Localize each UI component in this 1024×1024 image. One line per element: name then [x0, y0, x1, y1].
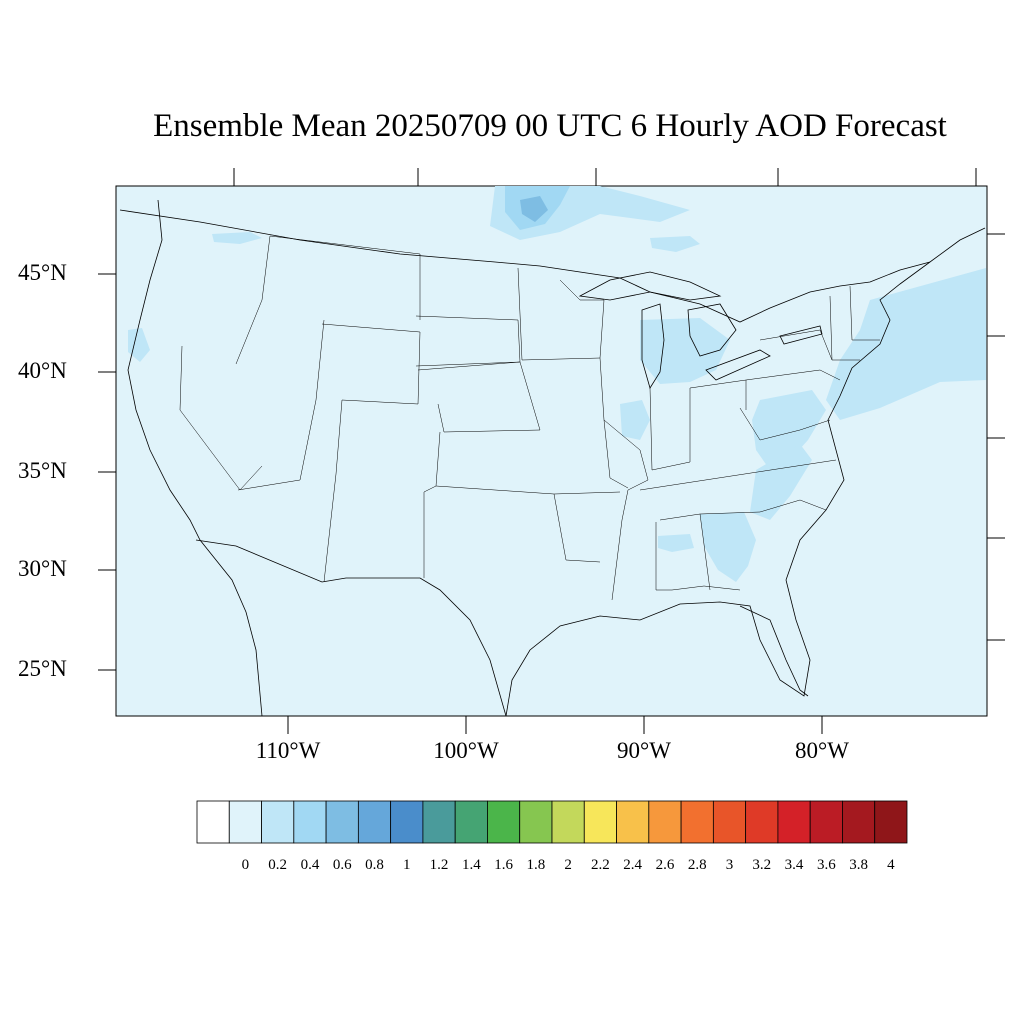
colorbar-tick-label: 3.4 — [784, 857, 804, 873]
aod-plume-north-dakota-max — [520, 196, 548, 222]
colorbar-tick-label: 0 — [241, 857, 250, 873]
top-ticks — [233, 168, 977, 186]
colorbar-tick-label: 0.6 — [332, 857, 352, 873]
aod-shading — [128, 186, 986, 582]
colorbar-tick-label: 0.4 — [300, 857, 320, 873]
aod-patch-northern-california — [128, 328, 150, 362]
aod-patch-georgia — [700, 512, 756, 582]
colorbar-swatch — [228, 800, 262, 844]
colorbar-swatch — [745, 800, 779, 844]
bottom-ticks — [287, 716, 823, 734]
colorbar-swatch — [712, 800, 747, 844]
lake-ontario — [779, 325, 823, 345]
lake-erie — [705, 349, 771, 381]
lat-label-25: 25°N — [18, 656, 67, 681]
colorbar-tick-label: 0.2 — [268, 857, 288, 873]
aod-patch-carolinas — [750, 444, 812, 520]
lon-label-110: 110°W — [255, 738, 321, 763]
colorbar-tick-label: 1.4 — [461, 857, 481, 873]
map-frame — [115, 185, 988, 717]
west-coast — [127, 199, 263, 717]
colorbar-swatch — [261, 800, 295, 844]
aod-patch-great-lakes — [640, 318, 730, 384]
colorbar-tick-label: 2 — [564, 857, 572, 873]
aod-patch-minnesota — [650, 236, 700, 252]
colorbar-swatch — [422, 800, 456, 844]
colorbar-swatch — [648, 800, 682, 844]
colorbar-swatch — [487, 800, 521, 844]
colorbar-swatch — [519, 800, 553, 844]
colorbar-swatch — [357, 800, 392, 844]
us-mexico-border — [195, 539, 507, 717]
florida-peninsula — [739, 605, 809, 697]
colorbar-swatch — [551, 800, 585, 844]
lat-label-30: 30°N — [18, 556, 67, 581]
colorbar-swatch — [325, 800, 359, 844]
aod-patch-idaho — [212, 232, 262, 244]
aod-patch-alabama — [658, 534, 694, 552]
state-lines — [179, 235, 880, 601]
colorbar-tick-label: 2.8 — [687, 857, 707, 873]
colorbar-tick-label: 3.2 — [752, 857, 772, 873]
colorbar — [196, 800, 908, 844]
lake-michigan — [641, 303, 665, 389]
aod-patch-northeast-atlantic — [826, 268, 986, 420]
colorbar-swatch — [390, 800, 424, 844]
colorbar-tick-label: 2.4 — [623, 857, 643, 873]
aod-patch-virginia — [752, 390, 826, 470]
colorbar-swatch — [680, 800, 714, 844]
right-ticks — [987, 233, 1005, 641]
map-title: Ensemble Mean 20250709 00 UTC 6 Hourly A… — [153, 108, 947, 144]
lon-label-80: 80°W — [795, 738, 849, 763]
colorbar-swatch — [583, 800, 617, 844]
colorbar-tick-label: 1.6 — [494, 857, 513, 873]
colorbar-tick-label: 2.2 — [591, 857, 610, 873]
colorbar-tick-label: 0.8 — [365, 857, 384, 873]
lat-label-35: 35°N — [18, 458, 67, 483]
colorbar-tick-label: 1.8 — [526, 857, 546, 873]
lake-huron — [687, 303, 737, 357]
colorbar-swatch — [616, 800, 650, 844]
colorbar-tick-label: 1.2 — [429, 857, 449, 873]
colorbar-tick-label: 3 — [725, 857, 734, 873]
colorbar-swatch — [196, 800, 230, 844]
lon-label-90: 90°W — [617, 738, 671, 763]
colorbar-tick-label: 4 — [887, 857, 895, 873]
gulf-coast — [505, 579, 811, 717]
colorbar-tick-label: 3.8 — [849, 857, 868, 873]
colorbar-swatch — [874, 800, 908, 844]
boundaries — [119, 199, 986, 717]
colorbar-tick-label: 1 — [403, 857, 411, 873]
colorbar-swatch — [454, 800, 488, 844]
colorbar-swatch — [809, 800, 843, 844]
lat-label-45: 45°N — [18, 260, 67, 285]
us-canada-border — [119, 209, 986, 323]
colorbar-tick-label: 3.6 — [816, 857, 836, 873]
aod-patch-illinois — [620, 400, 650, 440]
lake-superior — [578, 271, 722, 301]
left-ticks — [98, 273, 116, 671]
colorbar-swatch — [842, 800, 876, 844]
lon-label-100: 100°W — [433, 738, 499, 763]
lat-label-40: 40°N — [18, 358, 67, 383]
colorbar-swatch — [293, 800, 327, 844]
colorbar-tick-label: 2.6 — [655, 857, 675, 873]
colorbar-swatch — [777, 800, 811, 844]
